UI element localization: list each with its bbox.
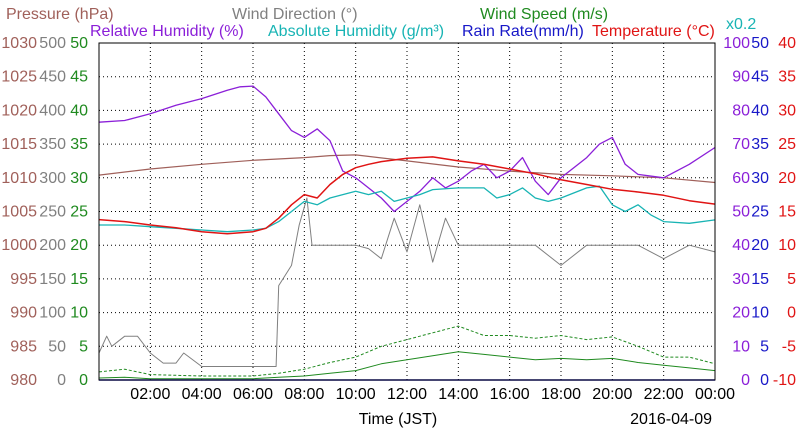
y-tick-pressure: 990 bbox=[10, 305, 37, 322]
series-relative-humidity bbox=[99, 86, 715, 211]
x-tick-label: 16:00 bbox=[490, 386, 530, 403]
y-tick-wind-direction: 500 bbox=[39, 35, 66, 52]
y-tick-wind-direction: 350 bbox=[39, 136, 66, 153]
y-tick-rain-rate: 40 bbox=[751, 102, 769, 119]
chart-date: 2016-04-09 bbox=[630, 411, 712, 428]
y-tick-pressure: 1000 bbox=[1, 237, 37, 254]
y-tick-relative-humidity: 40 bbox=[732, 237, 750, 254]
y-tick-rain-rate: 20 bbox=[751, 237, 769, 254]
x-tick-label: 14:00 bbox=[438, 386, 478, 403]
legend-wind-direction: Wind Direction (°) bbox=[232, 6, 358, 23]
y-tick-wind-direction: 400 bbox=[39, 102, 66, 119]
x-tick-label: 20:00 bbox=[592, 386, 632, 403]
y-tick-relative-humidity: 50 bbox=[732, 204, 750, 221]
y-tick-relative-humidity: 0 bbox=[741, 372, 750, 389]
x-tick-label: 22:00 bbox=[644, 386, 684, 403]
y-tick-temperature: -10 bbox=[773, 372, 796, 389]
y-tick-temperature: 5 bbox=[787, 271, 796, 288]
y-tick-wind-direction: 200 bbox=[39, 237, 66, 254]
y-tick-wind-speed: 50 bbox=[70, 35, 88, 52]
y-tick-relative-humidity: 100 bbox=[723, 35, 750, 52]
y-tick-wind-speed: 30 bbox=[70, 170, 88, 187]
y-tick-temperature: 15 bbox=[778, 204, 796, 221]
y-tick-pressure: 1010 bbox=[1, 170, 37, 187]
y-tick-rain-rate: 15 bbox=[751, 271, 769, 288]
y-tick-wind-speed: 10 bbox=[70, 305, 88, 322]
y-tick-wind-speed: 35 bbox=[70, 136, 88, 153]
y-tick-rain-rate: 50 bbox=[751, 35, 769, 52]
y-tick-pressure: 1025 bbox=[1, 69, 37, 86]
legend-relative-humidity: Relative Humidity (%) bbox=[90, 23, 244, 40]
y-tick-wind-direction: 450 bbox=[39, 69, 66, 86]
chart-axes: 9809859909951000100510101015102010251030… bbox=[1, 35, 796, 403]
y-tick-rain-rate: 45 bbox=[751, 69, 769, 86]
legend-absolute-humidity: Absolute Humidity (g/m³) bbox=[268, 23, 444, 40]
y-tick-relative-humidity: 30 bbox=[732, 271, 750, 288]
y-tick-rain-rate: 25 bbox=[751, 204, 769, 221]
x-tick-label: 00:00 bbox=[695, 386, 735, 403]
y-tick-temperature: 10 bbox=[778, 237, 796, 254]
legend-pressure: Pressure (hPa) bbox=[6, 6, 114, 23]
x-tick-label: 12:00 bbox=[387, 386, 427, 403]
legend-row-1: Pressure (hPa) Wind Direction (°) Wind S… bbox=[6, 6, 608, 23]
y-tick-temperature: 40 bbox=[778, 35, 796, 52]
y-tick-temperature: -5 bbox=[782, 338, 796, 355]
y-tick-pressure: 1020 bbox=[1, 102, 37, 119]
y-tick-wind-speed: 45 bbox=[70, 69, 88, 86]
y-tick-wind-direction: 250 bbox=[39, 204, 66, 221]
x-tick-label: 10:00 bbox=[336, 386, 376, 403]
legend-temperature: Temperature (°C) bbox=[592, 23, 715, 40]
y-tick-temperature: 30 bbox=[778, 102, 796, 119]
y-tick-pressure: 985 bbox=[10, 338, 37, 355]
y-tick-pressure: 980 bbox=[10, 372, 37, 389]
y-tick-relative-humidity: 20 bbox=[732, 305, 750, 322]
y-tick-wind-speed: 25 bbox=[70, 204, 88, 221]
series-absolute-humidity bbox=[99, 186, 715, 232]
legend-abs-humidity-scale: x0.2 bbox=[726, 16, 756, 33]
x-tick-label: 08:00 bbox=[284, 386, 324, 403]
y-tick-rain-rate: 10 bbox=[751, 305, 769, 322]
y-tick-pressure: 1030 bbox=[1, 35, 37, 52]
y-tick-relative-humidity: 60 bbox=[732, 170, 750, 187]
y-tick-temperature: 35 bbox=[778, 69, 796, 86]
y-tick-wind-direction: 0 bbox=[57, 372, 66, 389]
x-tick-label: 02:00 bbox=[130, 386, 170, 403]
y-tick-wind-speed: 5 bbox=[79, 338, 88, 355]
y-tick-rain-rate: 35 bbox=[751, 136, 769, 153]
y-tick-wind-speed: 20 bbox=[70, 237, 88, 254]
x-tick-label: 04:00 bbox=[182, 386, 222, 403]
y-tick-temperature: 0 bbox=[787, 305, 796, 322]
y-tick-wind-speed: 0 bbox=[79, 372, 88, 389]
y-tick-pressure: 1015 bbox=[1, 136, 37, 153]
y-tick-relative-humidity: 10 bbox=[732, 338, 750, 355]
y-tick-relative-humidity: 90 bbox=[732, 69, 750, 86]
legend-rain-rate: Rain Rate(mm/h) bbox=[462, 23, 584, 40]
y-tick-rain-rate: 5 bbox=[760, 338, 769, 355]
y-tick-wind-speed: 40 bbox=[70, 102, 88, 119]
y-tick-rain-rate: 0 bbox=[760, 372, 769, 389]
y-tick-relative-humidity: 70 bbox=[732, 136, 750, 153]
y-tick-temperature: 20 bbox=[778, 170, 796, 187]
chart-grid bbox=[99, 43, 715, 380]
y-tick-wind-speed: 15 bbox=[70, 271, 88, 288]
x-tick-label: 06:00 bbox=[233, 386, 273, 403]
y-tick-wind-direction: 150 bbox=[39, 271, 66, 288]
y-tick-temperature: 25 bbox=[778, 136, 796, 153]
x-tick-label: 18:00 bbox=[541, 386, 581, 403]
legend-row-2: Relative Humidity (%) Absolute Humidity … bbox=[90, 16, 756, 40]
y-tick-wind-direction: 50 bbox=[48, 338, 66, 355]
x-axis-label: Time (JST) bbox=[359, 411, 438, 428]
y-tick-relative-humidity: 80 bbox=[732, 102, 750, 119]
y-tick-rain-rate: 30 bbox=[751, 170, 769, 187]
y-tick-pressure: 995 bbox=[10, 271, 37, 288]
legend-wind-speed: Wind Speed (m/s) bbox=[480, 6, 608, 23]
y-tick-wind-direction: 300 bbox=[39, 170, 66, 187]
y-tick-wind-direction: 100 bbox=[39, 305, 66, 322]
y-tick-pressure: 1005 bbox=[1, 204, 37, 221]
